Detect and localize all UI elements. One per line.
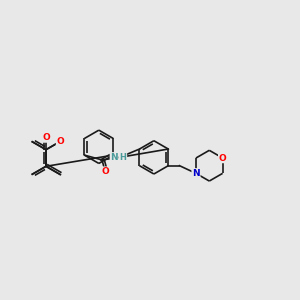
Text: N: N xyxy=(110,153,118,162)
Text: O: O xyxy=(101,167,109,176)
Text: O: O xyxy=(219,154,226,163)
Text: N: N xyxy=(192,169,200,178)
Text: O: O xyxy=(42,133,50,142)
Text: O: O xyxy=(56,137,64,146)
Text: H: H xyxy=(120,153,127,162)
